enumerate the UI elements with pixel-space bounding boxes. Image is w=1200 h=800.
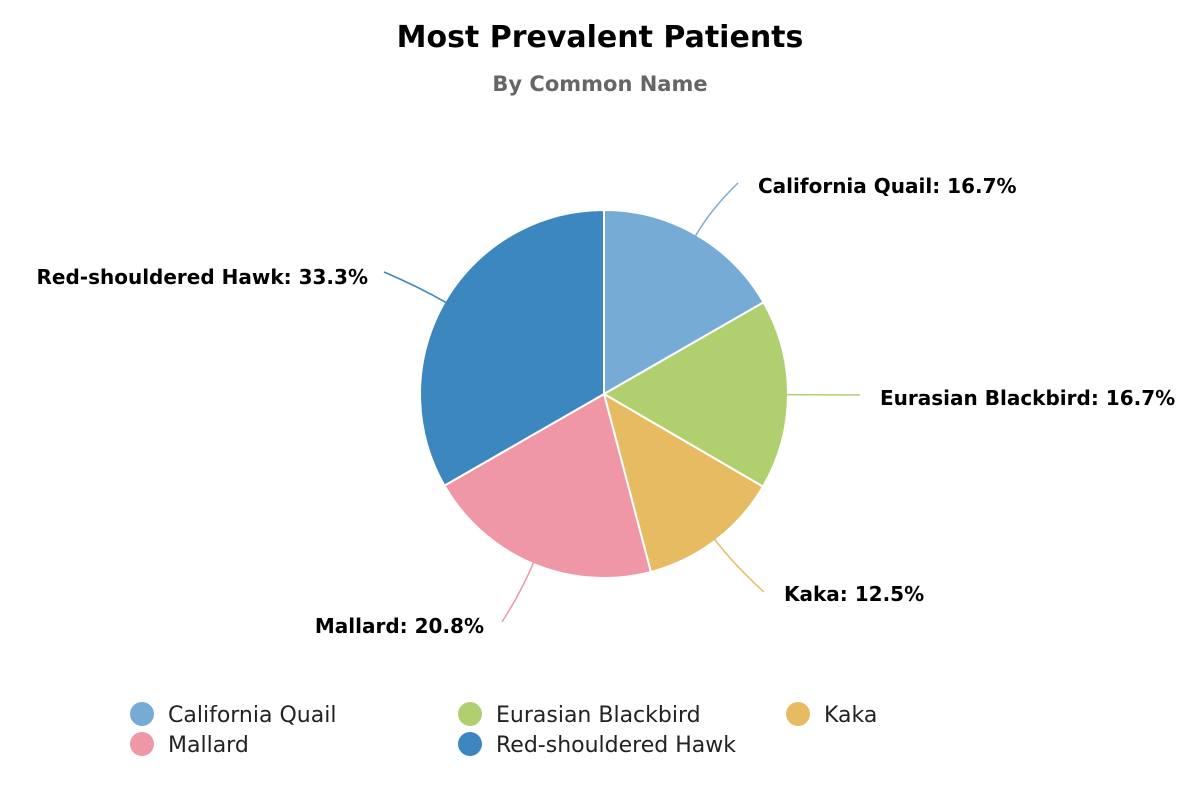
- legend-marker-eurasian-blackbird: [458, 702, 482, 726]
- legend-label-eurasian-blackbird: Eurasian Blackbird: [496, 703, 701, 728]
- legend-item-red-shouldered-hawk[interactable]: Red-shouldered Hawk: [458, 732, 736, 758]
- legend-item-california-quail[interactable]: California Quail: [130, 702, 336, 728]
- legend-marker-mallard: [130, 732, 154, 756]
- legend: California Quail Eurasian Blackbird Kaka Ma…: [130, 702, 877, 758]
- legend-label-kaka: Kaka: [824, 703, 877, 728]
- legend-item-mallard[interactable]: Mallard: [130, 732, 249, 758]
- legend-item-kaka[interactable]: Kaka: [786, 702, 877, 728]
- connector-kaka: [713, 538, 765, 593]
- chart-title: Most Prevalent Patients: [397, 20, 804, 55]
- legend-item-eurasian-blackbird[interactable]: Eurasian Blackbird: [458, 702, 701, 728]
- data-label-red-shouldered-hawk: Red-shouldered Hawk: 33.3%: [36, 265, 368, 289]
- legend-marker-red-shouldered-hawk: [458, 732, 482, 756]
- legend-label-california-quail: California Quail: [168, 703, 336, 728]
- legend-label-red-shouldered-hawk: Red-shouldered Hawk: [496, 733, 736, 758]
- legend-marker-california-quail: [130, 702, 154, 726]
- connector-red-shouldered-hawk: [383, 271, 447, 304]
- legend-marker-kaka: [786, 702, 810, 726]
- slice-labels: California Quail: 16.7% Eurasian Blackbir…: [36, 174, 1175, 638]
- data-label-mallard: Mallard: 20.8%: [315, 614, 484, 638]
- data-label-eurasian-blackbird: Eurasian Blackbird: 16.7%: [880, 386, 1175, 410]
- pie-slices: [419, 209, 789, 579]
- data-label-california-quail: California Quail: 16.7%: [758, 174, 1017, 198]
- connector-california-quail: [694, 182, 739, 237]
- connector-mallard: [501, 561, 535, 623]
- label-connectors: [383, 182, 861, 623]
- legend-label-mallard: Mallard: [168, 733, 249, 758]
- data-label-kaka: Kaka: 12.5%: [784, 582, 924, 606]
- chart-subtitle: By Common Name: [492, 72, 707, 96]
